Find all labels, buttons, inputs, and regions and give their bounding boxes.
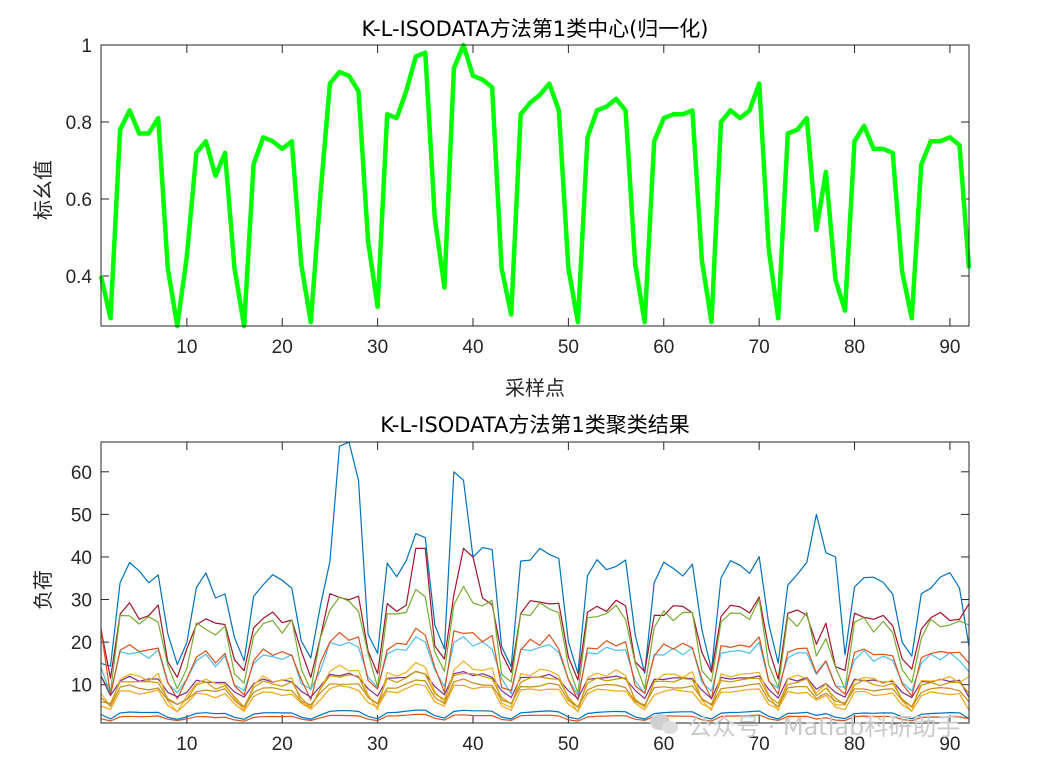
chart-top-xtick-label: 30 (367, 337, 388, 358)
chart-bottom-axes-frame (100, 441, 970, 724)
chart-bottom-series-line-3 (100, 585, 970, 694)
chart-bottom-ticks: 10 20 30 40 50 60 70 80 90 10 20 30 40 50 60 (71, 442, 969, 755)
chart-top-ytick-label: 0.6 (66, 190, 92, 211)
chart-top-xtick-label: 20 (272, 337, 293, 358)
chart-top-series (98, 42, 972, 329)
chart-bottom-xtick-label: 90 (939, 734, 960, 755)
chart-top-xtick-label: 40 (462, 337, 483, 358)
chart-bottom-ytick-label: 40 (71, 548, 92, 569)
chart-bottom-xtick-label: 60 (653, 734, 674, 755)
chart-top-xtick-label: 90 (939, 337, 960, 358)
chart-top: K-L-ISODATA方法第1类中心(归一化) 10 20 30 40 50 60 70 80… (31, 17, 972, 400)
chart-bottom-series (100, 441, 970, 722)
chart-top-axes-frame (100, 44, 970, 327)
chart-bottom-ytick-label: 10 (71, 676, 92, 697)
chart-bottom-xtick-label: 40 (462, 734, 483, 755)
chart-top-ytick-label: 1 (81, 36, 92, 57)
chart-top-xtick-label: 50 (558, 337, 579, 358)
chart-bottom-xtick-label: 30 (367, 734, 388, 755)
chart-bottom-title: K-L-ISODATA方法第1类聚类结果 (380, 413, 690, 437)
chart-bottom-xtick-label: 80 (844, 734, 865, 755)
chart-top-xtick-label: 60 (653, 337, 674, 358)
chart-bottom-xtick-label: 50 (558, 734, 579, 755)
chart-bottom-series-line-5 (100, 627, 970, 701)
chart-bottom-ytick-label: 50 (71, 505, 92, 526)
chart-bottom-xtick-label: 70 (749, 734, 770, 755)
chart-top-xtick-label: 80 (844, 337, 865, 358)
chart-bottom-series-line-12 (100, 713, 970, 722)
chart-top-ytick-label: 0.4 (66, 267, 93, 288)
chart-top-title: K-L-ISODATA方法第1类中心(归一化) (362, 17, 709, 41)
chart-top-ticks: 10 20 30 40 50 60 70 80 90 0.4 0.6 0.8 1 (66, 36, 969, 358)
chart-bottom-series-line-1 (100, 441, 970, 675)
chart-bottom-ylabel: 负荷 (31, 570, 55, 610)
chart-bottom-ytick-label: 60 (71, 463, 92, 484)
chart-bottom-series-line-11 (100, 709, 970, 720)
chart-bottom-series-line-8 (100, 670, 970, 709)
chart-bottom-series-line-10 (100, 678, 970, 709)
chart-top-xtick-label: 10 (176, 337, 197, 358)
chart-bottom-ytick-label: 20 (71, 633, 92, 654)
chart-bottom: K-L-ISODATA方法第1类聚类结果 10 20 30 40 50 60 70 80 901… (31, 413, 970, 755)
chart-top-ylabel: 标幺值 (31, 160, 55, 220)
chart-bottom-xtick-label: 10 (176, 734, 197, 755)
chart-bottom-series-line-2 (100, 547, 970, 681)
chart-top-ytick-label: 0.8 (66, 113, 92, 134)
chart-bottom-series-line-9 (100, 683, 970, 713)
chart-top-xlabel: 采样点 (505, 376, 565, 400)
chart-bottom-series-line-7 (100, 660, 970, 713)
chart-top-xtick-label: 70 (749, 337, 770, 358)
chart-top-series-line (98, 42, 972, 329)
chart-bottom-ytick-label: 30 (71, 591, 92, 612)
chart-bottom-xtick-label: 20 (272, 734, 293, 755)
